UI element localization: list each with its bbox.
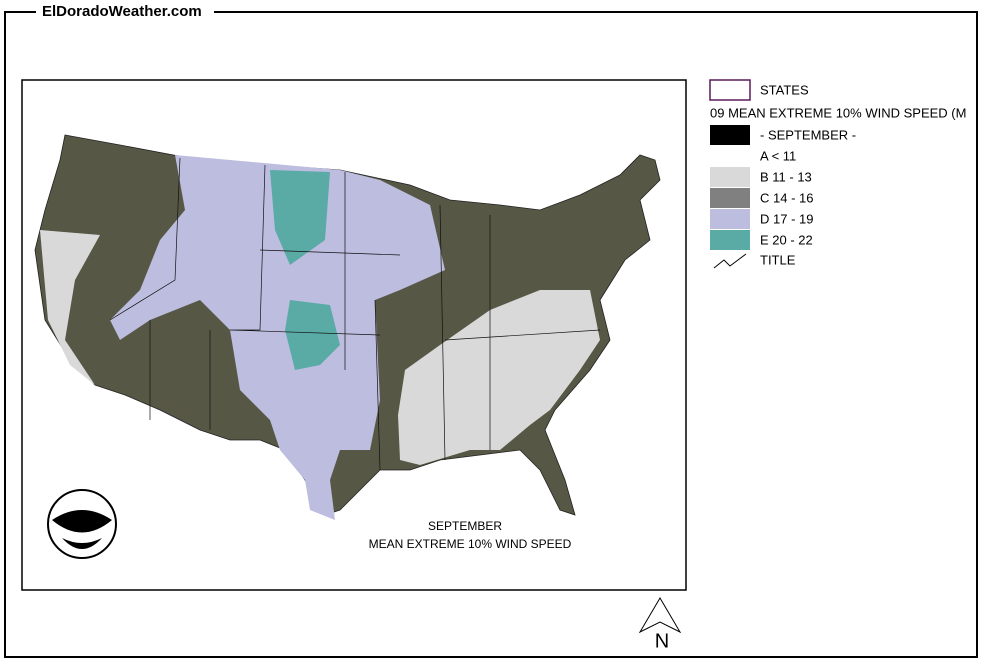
zone-d [110,155,445,520]
zone-e-central [285,300,340,370]
north-arrow [638,597,682,634]
map-caption: SEPTEMBER [428,519,502,533]
noaa-logo-bird [52,510,112,549]
legend-title-symbol [713,253,747,269]
legend-states-swatch [709,79,751,101]
legend-label: D 17 - 19 [760,211,813,226]
legend-label: C 14 - 16 [760,190,813,205]
legend-layer-title: 09 MEAN EXTREME 10% WIND SPEED (M [710,105,966,120]
legend-label: E 20 - 22 [760,232,813,247]
zone-b-west [40,230,100,385]
legend-swatch [710,188,750,208]
zone-e-north [270,170,330,265]
legend-swatch [710,230,750,250]
title-backing [36,3,214,21]
legend-classes: A < 11 B 11 - 13 C 14 - 16 D 17 - 19 E 20 - … [710,146,813,250]
legend-label: - SEPTEMBER - [760,127,856,142]
legend-label: TITLE [760,252,796,267]
legend-swatch [710,209,750,229]
legend-label: A < 11 [760,148,796,163]
outer-frame [4,11,978,658]
site-title: ElDoradoWeather.com [42,3,202,20]
legend-swatch [710,146,750,166]
north-label: N [655,630,669,652]
state-lines [109,157,601,471]
legend-label: STATES [760,82,809,97]
legend-label: B 11 - 13 [760,169,812,184]
legend-swatch [710,167,750,187]
zone-c-southwest [135,305,265,430]
zone-b-southeast [398,290,600,465]
legend-swatch [710,125,750,145]
map-caption: MEAN EXTREME 10% WIND SPEED [369,537,572,551]
